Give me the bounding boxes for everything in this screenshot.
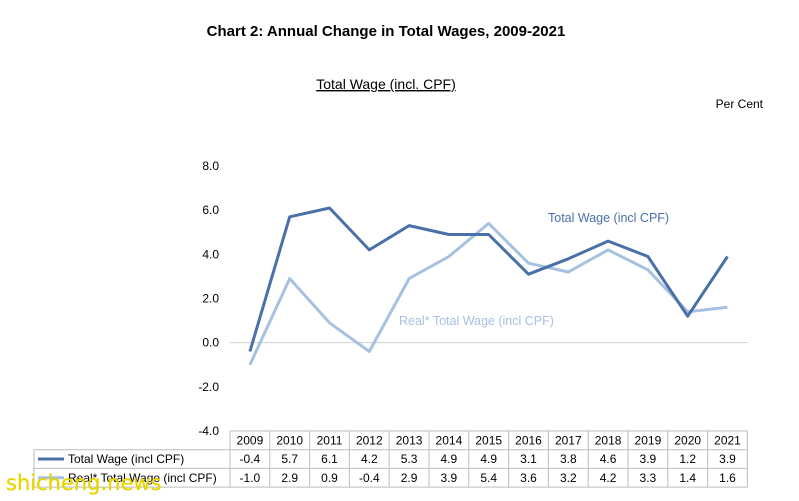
table-value-0-2018: 4.6 bbox=[600, 452, 617, 466]
table-value-0-2011: 6.1 bbox=[321, 452, 338, 466]
table-value-1-2020: 1.4 bbox=[679, 471, 696, 485]
unit-label: Per Cent bbox=[716, 97, 764, 111]
table-value-1-2014: 3.9 bbox=[441, 471, 458, 485]
table-year-2014: 2014 bbox=[436, 434, 463, 448]
table-year-2013: 2013 bbox=[396, 434, 423, 448]
series-labels: Total Wage (incl CPF) Real* Total Wage (i… bbox=[399, 211, 669, 328]
y-tick-label-3: 2.0 bbox=[202, 292, 219, 306]
table-year-2009: 2009 bbox=[237, 434, 264, 448]
y-axis: 8.0 6.0 4.0 2.0 0.0 -2.0 -4.0 bbox=[198, 159, 219, 438]
table-value-1-2021: 1.6 bbox=[719, 471, 736, 485]
watermark-text: shicheng.news bbox=[6, 471, 162, 495]
y-tick-label-6: -4.0 bbox=[198, 424, 219, 438]
table-year-2015: 2015 bbox=[475, 434, 502, 448]
y-tick-label-0: 8.0 bbox=[202, 159, 219, 173]
table-value-0-2010: 5.7 bbox=[281, 452, 298, 466]
table-year-2017: 2017 bbox=[555, 434, 582, 448]
series-label-0: Total Wage (incl CPF) bbox=[548, 211, 669, 225]
plot-area bbox=[248, 206, 729, 366]
table-value-0-2009: -0.4 bbox=[240, 452, 261, 466]
table-series-name-1: Real* Total Wage (incl CPF) bbox=[68, 471, 217, 485]
table-year-2021: 2021 bbox=[714, 434, 741, 448]
table-value-0-2015: 4.9 bbox=[480, 452, 497, 466]
table-year-2010: 2010 bbox=[276, 434, 303, 448]
table-value-1-2013: 2.9 bbox=[401, 471, 418, 485]
table-year-2011: 2011 bbox=[317, 434, 343, 448]
table-value-0-2019: 3.9 bbox=[640, 452, 657, 466]
table-value-1-2018: 4.2 bbox=[600, 471, 617, 485]
table-value-1-2015: 5.4 bbox=[480, 471, 497, 485]
chart-title: Chart 2: Annual Change in Total Wages, 2… bbox=[207, 23, 566, 40]
series-label-1: Real* Total Wage (incl CPF) bbox=[399, 314, 554, 328]
table-value-0-2013: 5.3 bbox=[401, 452, 418, 466]
table-value-1-2010: 2.9 bbox=[281, 471, 298, 485]
table-value-1-2009: -1.0 bbox=[240, 471, 261, 485]
table-value-1-2012: -0.4 bbox=[359, 471, 380, 485]
chart-subtitle: Total Wage (incl. CPF) bbox=[316, 76, 456, 92]
table-value-1-2017: 3.2 bbox=[560, 471, 577, 485]
table-year-2012: 2012 bbox=[356, 434, 383, 448]
table-year-2018: 2018 bbox=[595, 434, 622, 448]
data-table: 2009 2010 2011 2012 2013 2014 2015 2016 2017 2018… bbox=[33, 430, 748, 488]
table-value-0-2016: 3.1 bbox=[520, 452, 537, 466]
table-value-0-2021: 3.9 bbox=[719, 452, 736, 466]
table-value-0-2017: 3.8 bbox=[560, 452, 577, 466]
y-tick-label-4: 0.0 bbox=[202, 336, 219, 350]
table-value-0-2020: 1.2 bbox=[679, 452, 696, 466]
table-year-2020: 2020 bbox=[674, 434, 701, 448]
table-series-name-0: Total Wage (incl CPF) bbox=[68, 452, 184, 466]
y-tick-label-5: -2.0 bbox=[198, 380, 219, 394]
table-value-1-2011: 0.9 bbox=[321, 471, 338, 485]
table-year-2019: 2019 bbox=[635, 434, 662, 448]
table-value-1-2016: 3.6 bbox=[520, 471, 537, 485]
table-year-2016: 2016 bbox=[515, 434, 542, 448]
series-line-0 bbox=[248, 206, 729, 352]
y-tick-label-2: 4.0 bbox=[202, 247, 219, 261]
table-value-0-2014: 4.9 bbox=[441, 452, 458, 466]
table-value-1-2019: 3.3 bbox=[640, 471, 657, 485]
series-line-1 bbox=[248, 221, 728, 366]
table-value-0-2012: 4.2 bbox=[361, 452, 378, 466]
y-tick-label-1: 6.0 bbox=[202, 203, 219, 217]
